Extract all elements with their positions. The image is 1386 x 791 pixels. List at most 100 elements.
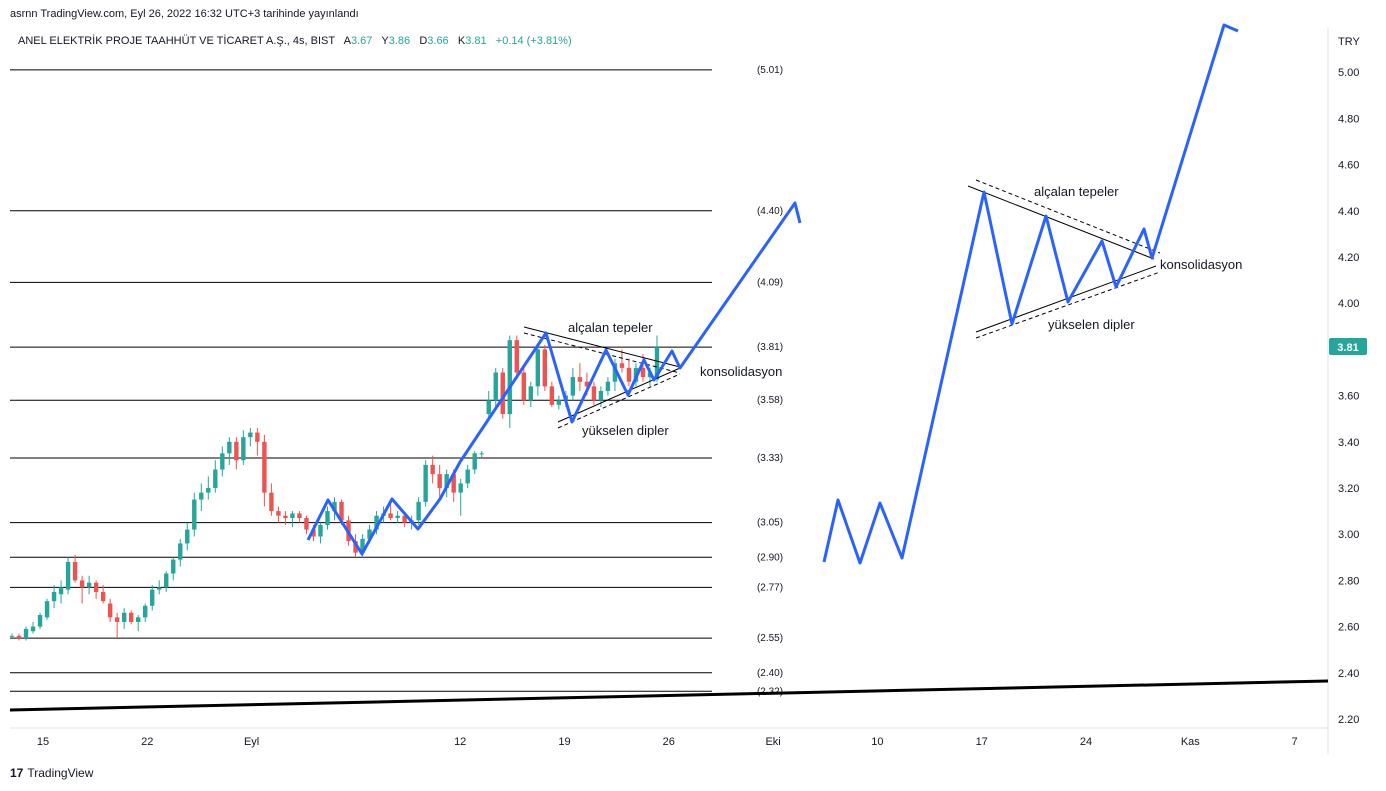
- candle-body: [395, 515, 400, 519]
- price-tick-label: 2.80: [1338, 575, 1359, 587]
- candle-body: [325, 511, 330, 525]
- candle: [472, 451, 477, 475]
- time-tick-label: 19: [558, 736, 570, 748]
- price-tick-label: 4.40: [1338, 206, 1359, 218]
- candle: [619, 349, 625, 373]
- candle: [241, 430, 246, 465]
- candle: [325, 506, 330, 530]
- candle: [500, 367, 505, 419]
- candle-body: [437, 474, 442, 488]
- close-value: 3.81: [465, 35, 487, 47]
- candle: [297, 511, 302, 523]
- candle: [51, 585, 57, 609]
- candle: [220, 446, 225, 477]
- candle-body: [591, 386, 597, 401]
- candle-body: [654, 347, 660, 380]
- candle: [437, 464, 442, 498]
- price-tick-label: 3.60: [1338, 391, 1359, 403]
- candle-body: [556, 400, 562, 405]
- level-label: (2.40): [757, 668, 783, 679]
- left-descending-dashed: [523, 332, 681, 374]
- time-axis: 15 22 Eyl 12 19 26 Eki 10 17 24 Kas 7: [37, 736, 1298, 748]
- candle: [206, 476, 211, 500]
- price-tick-label: 3.40: [1338, 437, 1359, 449]
- candle: [416, 497, 421, 525]
- candle-body: [227, 441, 232, 454]
- candle-body: [143, 605, 148, 618]
- candle-body: [164, 573, 169, 588]
- candle: [107, 598, 113, 622]
- candle-body: [51, 591, 57, 602]
- candle: [44, 598, 50, 620]
- candle-body: [619, 363, 625, 368]
- candle: [493, 367, 498, 408]
- candle-body: [86, 582, 92, 588]
- candle-body: [535, 349, 541, 387]
- candle-body: [430, 464, 435, 475]
- candle-body: [16, 635, 22, 639]
- candle-body: [192, 499, 197, 530]
- candle-body: [128, 612, 134, 622]
- candle: [199, 483, 204, 512]
- candle-body: [626, 367, 632, 382]
- level-label: (2.90): [757, 552, 783, 563]
- time-tick-label: Kas: [1181, 736, 1200, 748]
- candle-body: [367, 529, 372, 539]
- left-projection-path: [306, 201, 802, 556]
- candle-body: [114, 617, 120, 622]
- candle: [479, 451, 484, 458]
- candle: [37, 612, 43, 629]
- candle: [164, 571, 169, 592]
- footer-brand[interactable]: 17 TradingView: [10, 766, 93, 780]
- candle-body: [304, 518, 309, 530]
- candles: [9, 335, 660, 641]
- candle-body: [79, 580, 85, 588]
- change-value: +0.14 (+3.81%): [495, 35, 572, 47]
- candle-body: [107, 603, 113, 618]
- price-tick-label: 3.00: [1338, 529, 1359, 541]
- candle: [234, 437, 239, 470]
- candle-body: [93, 582, 99, 592]
- time-tick-label: 24: [1080, 736, 1092, 748]
- candle: [185, 522, 190, 551]
- left-ascending-dashed: [557, 373, 681, 429]
- candle-body: [402, 515, 407, 523]
- candle-body: [150, 589, 155, 606]
- high-value: 3.86: [388, 35, 411, 47]
- candle-body: [584, 381, 590, 387]
- left-ascending-line: [557, 367, 681, 423]
- candle-body: [640, 367, 646, 378]
- left-descending-line: [523, 326, 681, 368]
- candle: [58, 580, 64, 604]
- candle-body: [171, 559, 176, 574]
- candle-body: [521, 372, 526, 401]
- candle: [16, 633, 22, 641]
- candle: [640, 354, 646, 382]
- open-value: 3.67: [350, 35, 373, 47]
- brand-name: TradingView: [27, 766, 94, 780]
- candle-body: [542, 349, 548, 387]
- price-tick-label: 3.20: [1338, 483, 1359, 495]
- level-label: (2.77): [757, 582, 783, 593]
- candle-body: [570, 377, 576, 396]
- tradingview-logo-icon: 17: [10, 766, 24, 780]
- candle: [388, 501, 393, 521]
- candle: [79, 575, 85, 604]
- candle: [458, 478, 463, 516]
- candle-body: [458, 483, 463, 493]
- candle: [318, 522, 323, 544]
- candle-body: [37, 615, 43, 627]
- candle: [605, 377, 611, 396]
- candle-body: [241, 437, 246, 461]
- symbol-legend: ANEL ELEKTRİK PROJE TAAHHÜT VE TİCARET A…: [18, 35, 572, 47]
- candle: [423, 460, 428, 507]
- time-tick-label: Eki: [765, 736, 780, 748]
- candle: [395, 511, 400, 523]
- candle-body: [262, 441, 267, 493]
- candle-body: [255, 432, 260, 442]
- candle: [178, 538, 183, 567]
- candle-body: [465, 469, 470, 484]
- candle: [549, 381, 555, 408]
- long-term-trendline: [9, 679, 1329, 712]
